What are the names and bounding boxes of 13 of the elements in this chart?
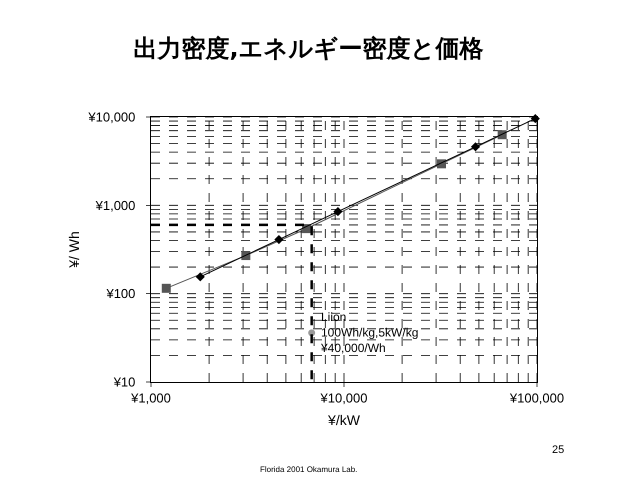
text: Florida 2001 Okamura Lab. — [260, 465, 358, 474]
y-tick-label: ¥10,000 — [87, 110, 136, 125]
text: 25 — [552, 444, 564, 456]
y-tick-label: ¥1,000 — [94, 198, 136, 213]
y-axis-title: ¥/ Wh — [66, 231, 82, 269]
x-tick-label: ¥100,000 — [508, 390, 564, 406]
x-tick-label: ¥10,000 — [320, 390, 368, 406]
x-axis-title: ¥/kW — [327, 412, 361, 428]
chart-title: 出力密度,エネルギー密度と価格 — [133, 34, 485, 63]
x-tick-label: ¥1,000 — [130, 390, 171, 406]
y-tick-label: ¥10 — [112, 374, 136, 390]
annotation: Liion 100Wh/kg,5kW/kg ¥40,000/Wh — [320, 310, 418, 356]
y-tick-label: ¥100 — [105, 286, 136, 302]
